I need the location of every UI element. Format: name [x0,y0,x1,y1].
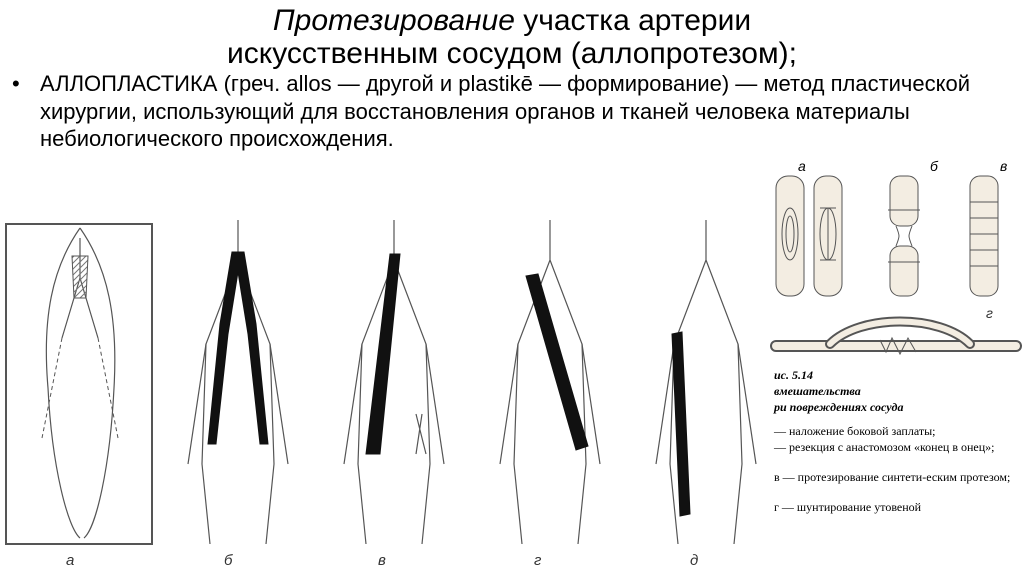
left-label-a: а [66,552,74,569]
right-legend-a: — наложение боковой заплаты; [774,424,1022,439]
right-label-b: б [930,158,938,174]
right-caption-t2: ри повреждениях сосуда [774,400,1022,415]
left-label-v: в [378,552,386,569]
definition-block: • АЛЛОПЛАСТИКА (греч. allos — другой и p… [0,70,1024,153]
left-anatomy-panel [4,214,774,570]
title-line2: искусственным сосудом (аллопротезом); [227,37,797,70]
right-vessel-panel: а б в г [770,158,1024,578]
left-label-d: д [690,552,698,569]
page-title: Протезирование участка артерии искусстве… [0,4,1024,70]
title-italic: Протезирование [273,4,515,37]
left-label-b: б [224,552,232,569]
definition-text: АЛЛОПЛАСТИКА (греч. allos — другой и pla… [40,71,970,151]
left-label-g: г [534,552,541,569]
right-legend-v: в — протезирование синтети-еским протезо… [774,470,1022,485]
right-legend-b: — резекция с анастомозом «конец в онец»; [774,440,1022,455]
right-legend-g: г — шунтирование утовеной [774,500,1022,515]
right-caption-num: ис. 5.14 [774,368,1022,383]
svg-text:г: г [986,305,993,321]
title-rest1: участка артерии [515,4,751,37]
right-label-a: а [798,158,806,174]
right-vessel-svg: г [770,158,1024,358]
right-label-v: в [1000,158,1007,174]
bullet: • [12,70,20,98]
right-caption-t1: вмешательства [774,384,1022,399]
